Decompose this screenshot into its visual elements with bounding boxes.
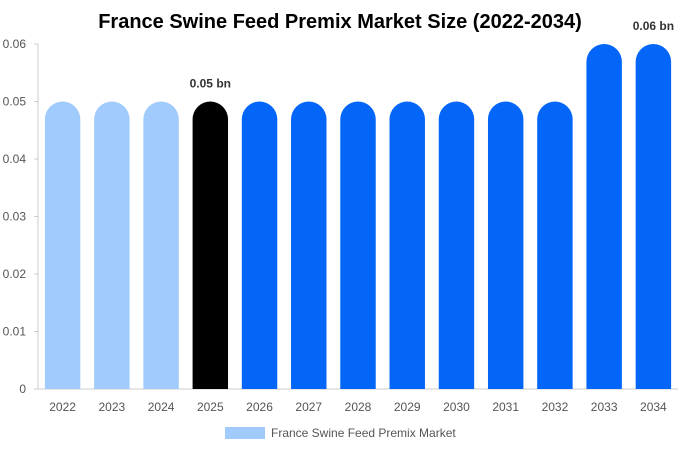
legend-swatch (225, 427, 265, 439)
x-axis: 2022 2023 2024 2025 2026 2027 2028 2029 2030 2031… (38, 388, 678, 414)
y-tick-label: 0 (19, 382, 26, 396)
bar-series (44, 43, 672, 389)
x-tick-label: 2029 (394, 400, 421, 414)
x-tick-label: 2025 (197, 400, 224, 414)
data-label-2034: 0.06 bn (633, 19, 674, 33)
x-tick-label: 2026 (246, 400, 273, 414)
x-tick-label: 2022 (49, 400, 76, 414)
legend-label: France Swine Feed Premix Market (271, 426, 456, 440)
bar-2022[interactable] (44, 101, 81, 389)
y-tick-label: 0.02 (3, 267, 27, 281)
bar-2032[interactable] (537, 101, 573, 389)
bar-2027[interactable] (291, 101, 327, 389)
chart-title: France Swine Feed Premix Market Size (20… (98, 11, 582, 33)
y-axis: 0 0.01 0.02 0.03 0.04 0.05 0.06 (3, 37, 39, 396)
bar-2034[interactable] (635, 43, 672, 389)
bar-2025[interactable] (192, 101, 229, 389)
bar-2026[interactable] (241, 101, 278, 389)
bar-2028[interactable] (340, 101, 376, 389)
bar-2023[interactable] (94, 101, 130, 389)
x-tick-label: 2031 (492, 400, 519, 414)
x-tick-label: 2033 (591, 400, 618, 414)
y-tick-label: 0.03 (3, 210, 27, 224)
y-tick-label: 0.06 (3, 37, 27, 51)
bar-2031[interactable] (487, 101, 524, 389)
x-tick-label: 2024 (148, 400, 175, 414)
x-tick-label: 2032 (542, 400, 569, 414)
x-tick-label: 2030 (443, 400, 470, 414)
bar-2024[interactable] (143, 101, 179, 389)
data-label-2025: 0.05 bn (190, 77, 231, 91)
bar-2030[interactable] (438, 101, 475, 389)
data-labels: 0.05 bn 0.06 bn (190, 19, 674, 91)
x-tick-label: 2023 (98, 400, 125, 414)
bar-2033[interactable] (586, 43, 622, 389)
y-tick-label: 0.04 (3, 152, 27, 166)
legend[interactable]: France Swine Feed Premix Market (225, 426, 456, 440)
x-tick-label: 2028 (345, 400, 372, 414)
x-tick-label: 2034 (640, 400, 667, 414)
y-tick-label: 0.01 (3, 325, 27, 339)
y-tick-label: 0.05 (3, 95, 27, 109)
x-tick-label: 2027 (295, 400, 322, 414)
bar-2029[interactable] (389, 101, 425, 389)
